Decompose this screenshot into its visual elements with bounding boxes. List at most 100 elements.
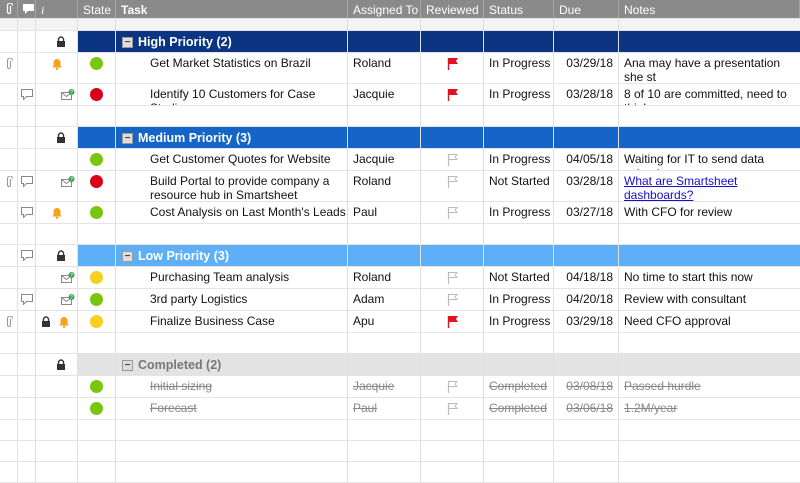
attach-cell[interactable] (0, 53, 18, 83)
flag-red-icon[interactable] (447, 315, 459, 331)
assigned-to-cell[interactable]: Jacquie (348, 376, 421, 397)
state-cell[interactable] (78, 149, 116, 170)
comment-cell[interactable] (18, 202, 36, 223)
comment-cell[interactable] (18, 53, 36, 83)
empty-cell[interactable] (18, 224, 36, 244)
flag-outline-icon[interactable] (447, 402, 459, 418)
flag-outline-icon[interactable] (447, 153, 459, 169)
task-row[interactable]: Get Customer Quotes for Website Jacquie In… (0, 149, 800, 171)
empty-cell[interactable] (421, 19, 484, 30)
due-cell[interactable]: 03/06/18 (554, 398, 619, 419)
reviewed-cell[interactable] (421, 398, 484, 419)
task-row[interactable]: ? Purchasing Team analysis Roland Not Start… (0, 267, 800, 289)
group-title-cell[interactable]: − Medium Priority (3) (116, 127, 348, 148)
empty-cell[interactable] (348, 333, 421, 353)
lock-icon[interactable] (56, 359, 66, 373)
notes-cell[interactable]: No time to start this now (619, 267, 800, 288)
empty-cell[interactable] (36, 333, 78, 353)
status-cell[interactable]: In Progress (484, 149, 554, 170)
empty-cell[interactable] (554, 441, 619, 461)
task-cell[interactable]: Cost Analysis on Last Month's Leads (116, 202, 348, 223)
comment-icon[interactable] (21, 89, 33, 103)
comment-cell[interactable] (18, 267, 36, 288)
empty-cell[interactable] (0, 333, 18, 353)
empty-cell[interactable] (619, 462, 800, 482)
status-cell[interactable]: In Progress (484, 289, 554, 310)
info-cell[interactable]: ? (36, 267, 78, 288)
empty-cell[interactable] (421, 462, 484, 482)
empty-cell[interactable] (484, 441, 554, 461)
mail-request-icon[interactable]: ? (61, 294, 75, 309)
comment-cell[interactable] (18, 149, 36, 170)
empty-cell[interactable] (116, 462, 348, 482)
empty-cell[interactable] (78, 441, 116, 461)
empty-cell[interactable] (484, 106, 554, 126)
empty-cell[interactable] (78, 106, 116, 126)
empty-row[interactable] (0, 224, 800, 245)
notes-cell[interactable]: 1.2M/year (619, 398, 800, 419)
assigned-to-cell[interactable]: Paul (348, 202, 421, 223)
empty-cell[interactable] (619, 420, 800, 440)
empty-row[interactable] (0, 420, 800, 441)
task-cell[interactable]: 3rd party Logistics (116, 289, 348, 310)
group-title-cell[interactable]: − Low Priority (3) (116, 245, 348, 266)
empty-cell[interactable] (78, 224, 116, 244)
empty-cell[interactable] (554, 106, 619, 126)
empty-row[interactable] (0, 441, 800, 462)
info-cell[interactable] (36, 149, 78, 170)
empty-cell[interactable] (484, 462, 554, 482)
flag-outline-icon[interactable] (447, 293, 459, 309)
empty-cell[interactable] (78, 333, 116, 353)
empty-cell[interactable] (554, 224, 619, 244)
task-row[interactable]: ? 3rd party Logistics Adam In Progress 04/20… (0, 289, 800, 311)
task-row[interactable]: ? Build Portal to provide company a resou… (0, 171, 800, 202)
empty-cell[interactable] (0, 224, 18, 244)
assigned-to-cell[interactable]: Roland (348, 53, 421, 83)
notes-cell[interactable]: Waiting for IT to send data extract (619, 149, 800, 170)
bell-icon[interactable] (51, 58, 63, 73)
empty-cell[interactable] (116, 420, 348, 440)
notes-cell[interactable]: What are Smartsheet dashboards? (619, 171, 800, 201)
comment-cell[interactable] (18, 311, 36, 332)
assigned-to-cell[interactable]: Roland (348, 171, 421, 201)
empty-cell[interactable] (619, 224, 800, 244)
empty-cell[interactable] (0, 420, 18, 440)
notes-cell[interactable]: Need CFO approval (619, 311, 800, 332)
empty-cell[interactable] (348, 224, 421, 244)
empty-cell[interactable] (18, 420, 36, 440)
assigned-to-cell[interactable]: Jacquie (348, 84, 421, 105)
column-header-state[interactable]: State (78, 0, 116, 18)
reviewed-cell[interactable] (421, 267, 484, 288)
empty-cell[interactable] (0, 106, 18, 126)
state-indicator-icon[interactable] (90, 206, 103, 219)
empty-cell[interactable] (0, 19, 18, 30)
notes-cell[interactable]: With CFO for review (619, 202, 800, 223)
empty-cell[interactable] (0, 441, 18, 461)
paperclip-icon[interactable] (5, 315, 14, 331)
state-cell[interactable] (78, 311, 116, 332)
comment-icon[interactable] (21, 176, 33, 190)
empty-cell[interactable] (421, 333, 484, 353)
empty-cell[interactable] (554, 420, 619, 440)
info-cell[interactable]: ? (36, 84, 78, 105)
empty-cell[interactable] (18, 106, 36, 126)
mail-request-icon[interactable]: ? (61, 89, 75, 104)
task-row[interactable]: Initial sizing Jacquie Completed 03/08/18 Pa… (0, 376, 800, 398)
assigned-to-cell[interactable]: Jacquie (348, 149, 421, 170)
info-cell[interactable]: ? (36, 171, 78, 201)
task-cell[interactable]: Get Market Statistics on Brazil (116, 53, 348, 83)
attach-cell[interactable] (0, 267, 18, 288)
empty-cell[interactable] (36, 462, 78, 482)
status-cell[interactable]: Completed (484, 376, 554, 397)
attach-cell[interactable] (0, 398, 18, 419)
empty-cell[interactable] (421, 420, 484, 440)
empty-cell[interactable] (116, 441, 348, 461)
collapse-toggle-icon[interactable]: − (122, 132, 133, 144)
comment-icon[interactable] (21, 294, 33, 308)
task-row[interactable]: Finalize Business Case Apu In Progress 03/2… (0, 311, 800, 333)
empty-row[interactable] (0, 19, 800, 31)
attach-cell[interactable] (0, 376, 18, 397)
column-header-status[interactable]: Status (484, 0, 554, 18)
empty-cell[interactable] (484, 420, 554, 440)
empty-cell[interactable] (484, 19, 554, 30)
